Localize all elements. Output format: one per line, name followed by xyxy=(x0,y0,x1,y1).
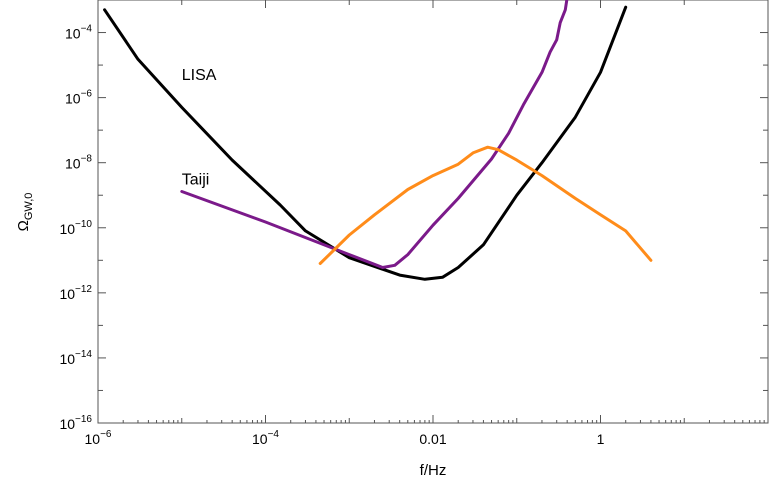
y-tick-label-exponent: −14 xyxy=(75,349,92,360)
y-tick-label-base: 10 xyxy=(59,351,75,367)
y-tick-label-exponent: −12 xyxy=(75,284,92,295)
series-layer xyxy=(103,0,653,281)
y-tick-label: 10−8 xyxy=(65,154,92,172)
y-tick-label-exponent: −10 xyxy=(75,219,92,230)
plot-frame xyxy=(97,0,769,424)
y-tick-label-base: 10 xyxy=(59,416,75,432)
y-axis-title-main: Ω xyxy=(15,220,32,231)
plot-area xyxy=(97,0,769,424)
y-tick-label: 10−12 xyxy=(59,284,92,302)
y-tick-label-base: 10 xyxy=(65,26,81,42)
lisa-label: LISA xyxy=(182,67,217,84)
x-tick-label: 1 xyxy=(597,431,605,447)
y-tick-label-exponent: −8 xyxy=(81,154,93,165)
y-tick-label: 10−16 xyxy=(59,414,92,432)
y-tick-label-base: 10 xyxy=(59,286,75,302)
y-tick-label-exponent: −6 xyxy=(81,89,93,100)
x-tick-label-base: 0.01 xyxy=(419,431,446,447)
y-axis-title-sub: GW,0 xyxy=(23,193,35,221)
y-tick-label: 10−10 xyxy=(59,219,92,237)
x-tick-label: 10−6 xyxy=(85,429,112,447)
x-axis-title: f/Hz xyxy=(420,462,447,479)
x-tick-label-base: 10 xyxy=(252,431,268,447)
y-tick-label-base: 10 xyxy=(59,221,75,237)
x-tick-label-base: 1 xyxy=(597,431,605,447)
labels-layer: LISA Taiji xyxy=(182,67,217,189)
x-tick-label-exponent: −6 xyxy=(100,429,112,440)
x-tick-label: 10−4 xyxy=(252,429,279,447)
y-tick-label: 10−6 xyxy=(65,89,92,107)
x-tick-label-exponent: −4 xyxy=(268,429,280,440)
y-tick-label: 10−14 xyxy=(59,349,92,367)
y-tick-label-exponent: −16 xyxy=(75,414,92,425)
axis-ticks: 10−6 10−4 0.01 110−1610−1410−1210−1010−810−… xyxy=(59,0,769,447)
y-tick-label: 10−4 xyxy=(65,24,92,42)
y-axis-title: ΩGW,0 xyxy=(15,193,35,232)
y-tick-label-base: 10 xyxy=(65,156,81,172)
taiji-label: Taiji xyxy=(182,172,210,189)
x-tick-label-base: 10 xyxy=(85,431,101,447)
y-tick-label-base: 10 xyxy=(65,91,81,107)
lisa-curve xyxy=(103,5,628,281)
orange-curve xyxy=(318,145,653,265)
y-tick-label-exponent: −4 xyxy=(81,24,93,35)
taiji-curve xyxy=(180,0,569,269)
x-tick-label: 0.01 xyxy=(419,431,446,447)
